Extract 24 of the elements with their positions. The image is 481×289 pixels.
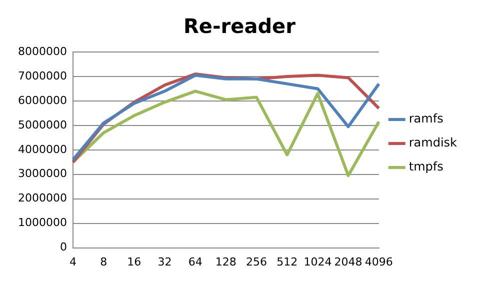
chart-title: Re-reader — [184, 14, 296, 38]
x-tick-label: 512 — [276, 255, 298, 268]
x-tick-label: 64 — [188, 255, 202, 268]
x-tick-label: 256 — [246, 255, 268, 268]
y-tick-label: 6000000 — [18, 94, 67, 107]
y-tick-label: 7000000 — [18, 69, 67, 82]
x-tick-label: 1024 — [304, 255, 332, 268]
y-tick-label: 2000000 — [18, 192, 67, 205]
legend-label: ramfs — [408, 112, 444, 126]
y-tick-label: 1000000 — [18, 216, 67, 230]
x-tick-label: 128 — [215, 255, 236, 268]
x-tick-label: 4096 — [364, 255, 393, 268]
y-tick-label: 8000000 — [18, 44, 67, 58]
y-tick-label: 5000000 — [18, 118, 67, 132]
x-tick-label: 32 — [158, 255, 172, 268]
x-tick-label: 8 — [100, 255, 108, 268]
x-tick-label: 16 — [127, 255, 142, 268]
y-tick-label: 4000000 — [18, 142, 67, 156]
legend-label: ramdisk — [408, 136, 458, 150]
legend-label: tmpfs — [408, 160, 444, 174]
x-tick-label: 4 — [69, 255, 76, 268]
y-tick-label: 3000000 — [18, 167, 67, 180]
x-tick-label: 2048 — [334, 255, 362, 268]
y-tick-label: 0 — [60, 240, 67, 254]
